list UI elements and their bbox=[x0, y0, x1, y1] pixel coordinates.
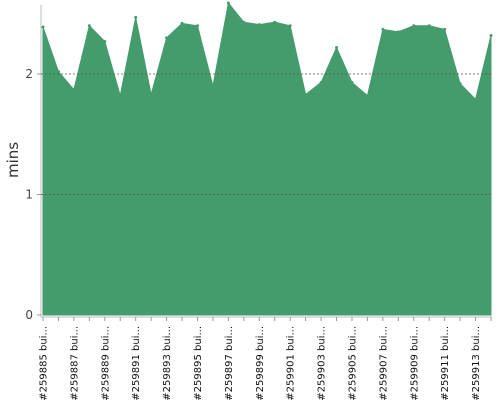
x-tick-label: #259905 bui... bbox=[347, 326, 358, 400]
x-tick-label: #259891 bui... bbox=[131, 326, 142, 400]
x-tick-label: #259911 bui... bbox=[440, 326, 451, 400]
data-point bbox=[288, 24, 292, 28]
x-tick-label: #259895 bui... bbox=[193, 326, 204, 400]
data-point bbox=[211, 84, 215, 88]
data-point bbox=[56, 70, 60, 74]
x-tick-label: #259889 bui... bbox=[100, 326, 111, 400]
data-point bbox=[489, 33, 493, 37]
data-point bbox=[304, 92, 308, 96]
data-point bbox=[195, 24, 199, 28]
data-point bbox=[350, 80, 354, 84]
data-point bbox=[118, 94, 122, 98]
x-tick-label: #259909 bui... bbox=[409, 326, 420, 400]
x-tick-label: #259893 bui... bbox=[162, 326, 173, 400]
x-tick-label: #259899 bui... bbox=[255, 326, 266, 400]
data-point bbox=[335, 45, 339, 49]
data-point bbox=[149, 92, 153, 96]
data-point bbox=[396, 30, 400, 34]
x-tick-label: #259897 bui... bbox=[224, 326, 235, 400]
x-tick-label: #259903 bui... bbox=[317, 326, 328, 400]
x-tick-label: #259907 bui... bbox=[378, 326, 389, 400]
data-point bbox=[443, 27, 447, 31]
y-tick-labels: 0 1 2 bbox=[25, 67, 41, 322]
data-point bbox=[165, 36, 169, 40]
data-point bbox=[474, 97, 478, 101]
area-series bbox=[41, 1, 493, 316]
data-point bbox=[103, 39, 107, 43]
x-tick-label: #259913 bui... bbox=[471, 326, 482, 400]
data-point bbox=[226, 1, 230, 5]
y-tick-label: 1 bbox=[25, 188, 33, 202]
data-point bbox=[458, 82, 462, 86]
data-point bbox=[427, 24, 431, 28]
data-point bbox=[257, 23, 261, 27]
data-point bbox=[87, 24, 91, 28]
data-point bbox=[72, 88, 76, 92]
y-tick-label: 0 bbox=[25, 308, 33, 322]
axes bbox=[40, 5, 492, 318]
x-tick-label: #259885 bui... bbox=[39, 326, 50, 400]
y-axis-label: mins bbox=[4, 142, 22, 178]
data-point bbox=[180, 21, 184, 25]
data-point bbox=[381, 27, 385, 31]
y-tick-label: 2 bbox=[25, 67, 33, 81]
x-tick-label: #259887 bui... bbox=[69, 326, 80, 400]
gridlines bbox=[41, 73, 492, 195]
area-series-fill bbox=[42, 1, 492, 316]
data-point bbox=[365, 94, 369, 98]
data-point bbox=[319, 80, 323, 84]
data-point bbox=[134, 15, 138, 19]
data-point bbox=[41, 25, 45, 29]
x-tick-label: #259901 bui... bbox=[286, 326, 297, 400]
data-point bbox=[412, 24, 416, 28]
data-point bbox=[242, 20, 246, 24]
data-point bbox=[273, 20, 277, 24]
x-tick-labels: #259885 bui... #259887 bui... #259889 bui.… bbox=[39, 317, 492, 400]
